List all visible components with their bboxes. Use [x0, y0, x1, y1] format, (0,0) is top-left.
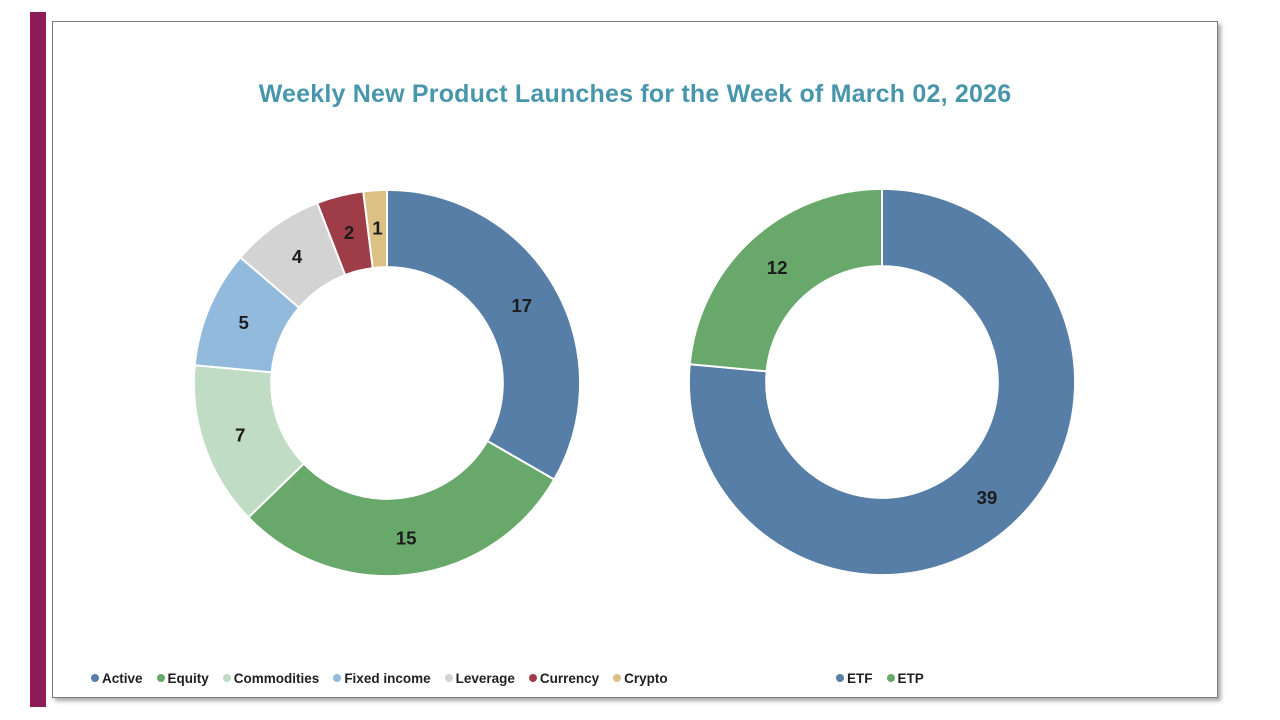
donut-chart-asset-class: 17 15 7 5 4 2 1 — [193, 188, 582, 577]
legend-label: Leverage — [455, 670, 515, 686]
legend-label: Currency — [539, 670, 600, 686]
legend-item-etf[interactable]: ETF — [836, 671, 873, 686]
legend-item-currency[interactable]: Currency — [528, 670, 600, 686]
slice-value-label: 15 — [396, 527, 417, 548]
page-title: Weekly New Product Launches for the Week… — [258, 80, 1012, 108]
legend-dot — [444, 674, 453, 682]
legend-dot — [613, 674, 622, 682]
donut-slice-equity[interactable] — [247, 439, 556, 577]
legend-item-equity[interactable]: Equity — [156, 670, 209, 686]
legend-asset-class: Active Equity Commodities Fixed income Lever… — [91, 668, 668, 688]
donut-chart-structure: 39 12 — [688, 187, 1076, 577]
legend-item-commodities[interactable]: Commodities — [222, 670, 320, 686]
donut-slice-crypto[interactable] — [362, 188, 388, 270]
slice-value-label: 17 — [511, 295, 532, 316]
slice-value-label: 12 — [767, 257, 788, 278]
donut-slice-etf[interactable] — [688, 187, 1076, 577]
legend-dot — [156, 674, 165, 682]
slice-value-label: 5 — [238, 312, 248, 333]
donut-slice-active[interactable] — [386, 188, 582, 481]
legend-item-crypto[interactable]: Crypto — [613, 671, 668, 686]
legend-item-leverage[interactable]: Leverage — [444, 670, 515, 686]
legend-dot — [886, 674, 895, 682]
report-canvas: Weekly New Product Launches for the Week… — [52, 21, 1218, 698]
legend-dot — [91, 674, 99, 682]
slice-value-label: 39 — [976, 487, 997, 508]
slice-value-label: 4 — [292, 246, 303, 267]
legend-dot — [528, 674, 537, 682]
legend-item-active[interactable]: Active — [91, 671, 143, 686]
donut-slice-etp[interactable] — [688, 187, 883, 373]
legend-item-fixed-income[interactable]: Fixed income — [333, 670, 431, 686]
legend-label: ETP — [897, 670, 924, 686]
legend-label: Commodities — [233, 670, 320, 686]
legend-label: Equity — [167, 670, 209, 686]
slice-value-label: 2 — [344, 222, 354, 243]
slice-value-label: 1 — [372, 218, 382, 239]
legend-label: Active — [102, 670, 143, 686]
legend-label: ETF — [847, 670, 873, 686]
left-accent-bar — [30, 12, 46, 707]
legend-item-etp[interactable]: ETP — [886, 670, 924, 686]
legend-structure: ETF ETP — [836, 668, 924, 688]
slice-value-label: 7 — [235, 425, 245, 446]
legend-label: Fixed income — [344, 670, 431, 686]
legend-dot — [222, 674, 231, 682]
legend-label: Crypto — [624, 670, 668, 686]
legend-dot — [333, 674, 342, 682]
legend-dot — [836, 674, 844, 682]
